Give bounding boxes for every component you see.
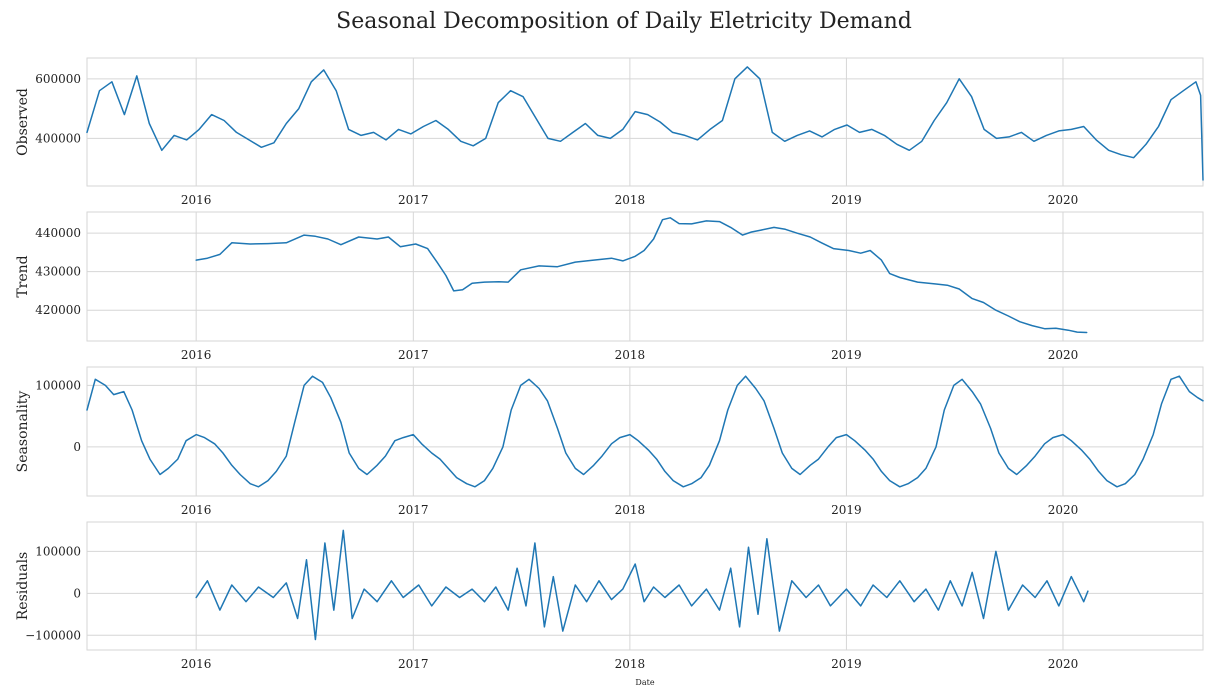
y-tick-label: 420000 bbox=[35, 303, 81, 317]
plot-area-seasonality bbox=[87, 367, 1203, 496]
x-tick-label: 2016 bbox=[181, 657, 212, 671]
plot-area-observed bbox=[87, 58, 1203, 186]
x-tick-label: 2017 bbox=[398, 657, 429, 671]
x-tick-label: 2018 bbox=[615, 348, 646, 362]
x-tick-label: 2020 bbox=[1048, 503, 1079, 517]
y-tick-label: 400000 bbox=[35, 131, 81, 145]
plot-area-trend bbox=[87, 212, 1203, 341]
series-line-seasonality bbox=[86, 375, 1204, 488]
panel-trend: 2016 2017 2018 2019 2020 420000 430000 440000 Tr… bbox=[15, 211, 1204, 362]
series-line-trend bbox=[195, 217, 1088, 334]
y-tick-label: 0 bbox=[73, 586, 81, 600]
panel-seasonality: 2016 2017 2018 2019 2020 0 100000 Seasonality bbox=[15, 366, 1204, 517]
x-tick-label: 2017 bbox=[398, 503, 429, 517]
x-tick-label: 2019 bbox=[831, 503, 862, 517]
plot-area-residuals bbox=[87, 522, 1203, 650]
x-axis-label: Date bbox=[635, 678, 654, 687]
x-tick-label: 2020 bbox=[1048, 193, 1079, 207]
y-tick-label: 440000 bbox=[35, 226, 81, 240]
y-tick-label: 100000 bbox=[35, 378, 81, 392]
x-tick-label: 2016 bbox=[181, 503, 212, 517]
series-line-observed bbox=[86, 66, 1204, 181]
y-tick-label: 100000 bbox=[35, 544, 81, 558]
series-line-residuals bbox=[195, 529, 1089, 641]
x-tick-label: 2019 bbox=[831, 193, 862, 207]
chart-title: Seasonal Decomposition of Daily Eletrici… bbox=[336, 9, 912, 34]
y-axis-label-observed: Observed bbox=[15, 88, 31, 156]
x-tick-label: 2020 bbox=[1048, 657, 1079, 671]
y-axis-label-trend: Trend bbox=[15, 255, 31, 297]
y-tick-label: −100000 bbox=[25, 628, 81, 642]
x-tick-label: 2018 bbox=[615, 503, 646, 517]
x-tick-label: 2016 bbox=[181, 193, 212, 207]
panel-residuals: 2016 2017 2018 2019 2020 −100000 0 100000 Residu… bbox=[15, 521, 1204, 671]
panel-observed: 2016 2017 2018 2019 2020 400000 600000 Observed bbox=[15, 57, 1204, 207]
y-tick-label: 600000 bbox=[35, 72, 81, 86]
x-tick-label: 2020 bbox=[1048, 348, 1079, 362]
plot-frame-seasonality bbox=[86, 366, 1204, 497]
x-tick-label: 2016 bbox=[181, 348, 212, 362]
panels: 2016 2017 2018 2019 2020 400000 600000 Observed… bbox=[15, 57, 1204, 671]
plot-frame-observed bbox=[86, 57, 1204, 187]
x-tick-label: 2018 bbox=[615, 193, 646, 207]
plot-frame-residuals bbox=[86, 521, 1204, 651]
y-tick-label: 430000 bbox=[35, 265, 81, 279]
y-tick-label: 0 bbox=[73, 440, 81, 454]
x-tick-label: 2018 bbox=[615, 657, 646, 671]
y-axis-label-seasonality: Seasonality bbox=[15, 391, 31, 473]
y-axis-label-residuals: Residuals bbox=[15, 552, 31, 620]
x-tick-label: 2017 bbox=[398, 348, 429, 362]
plot-frame-trend bbox=[86, 211, 1204, 342]
x-tick-label: 2019 bbox=[831, 657, 862, 671]
x-tick-label: 2017 bbox=[398, 193, 429, 207]
x-tick-label: 2019 bbox=[831, 348, 862, 362]
